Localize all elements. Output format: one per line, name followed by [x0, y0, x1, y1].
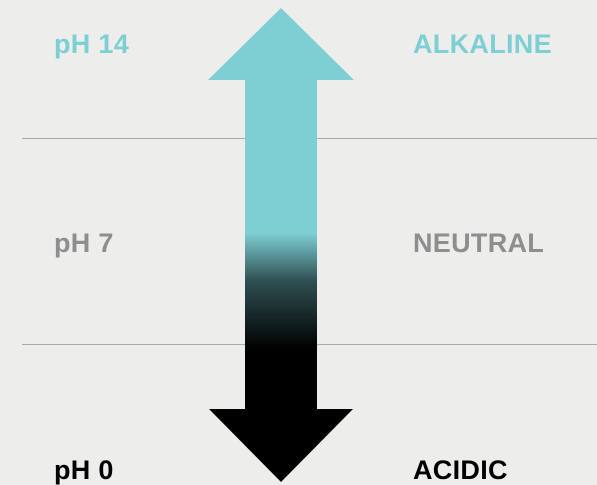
ph-0-label: pH 0: [54, 455, 114, 485]
neutral-label: NEUTRAL: [413, 228, 545, 258]
alkaline-label: ALKALINE: [413, 29, 552, 59]
ph-14-label: pH 14: [54, 29, 130, 59]
acidic-label: ACIDIC: [413, 455, 508, 485]
ph-7-label: pH 7: [54, 228, 114, 258]
ph-arrow-shape: [208, 8, 354, 482]
